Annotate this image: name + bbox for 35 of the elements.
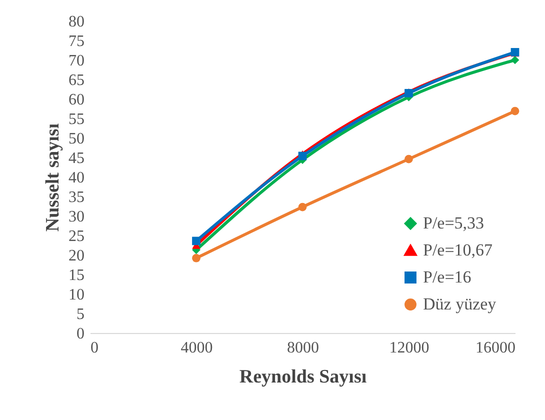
x-tick-label: 0 (90, 340, 98, 356)
legend-label: P/e=5,33 (423, 214, 484, 232)
y-tick-label: 70 (68, 52, 84, 70)
y-tick-label: 25 (68, 228, 84, 245)
y-axis-title: Nusselt sayısı (42, 123, 64, 232)
y-tick-label: 55 (68, 111, 84, 128)
y-tick-label: 60 (68, 92, 84, 108)
y-tick-label: 15 (68, 267, 84, 284)
point (298, 202, 307, 212)
y-tick-label: 10 (68, 286, 84, 304)
y-tick-label: 65 (68, 72, 84, 89)
y-tick-label: 40 (68, 170, 84, 186)
x-tick-label: 8000 (287, 340, 319, 356)
y-tick-label: 0 (76, 326, 84, 342)
y-tick-label: 20 (68, 248, 84, 264)
y-tick-label: 30 (68, 208, 84, 226)
legend-label: Düz yüzey (423, 294, 497, 314)
y-tick-label: 80 (68, 14, 84, 30)
legend-label: P/e=10,67 (423, 240, 494, 260)
point (192, 254, 200, 262)
x-tick-label: 16000 (476, 340, 516, 356)
point (510, 106, 520, 116)
y-tick-label: 5 (76, 306, 84, 323)
y-tick-label: 50 (68, 130, 84, 148)
x-tick-label: 4000 (180, 340, 213, 356)
y-tick-label: 35 (68, 189, 84, 206)
x-axis-title: Reynolds Sayısı (239, 366, 367, 388)
y-tick-label: 45 (68, 150, 84, 167)
point (510, 56, 520, 64)
point (192, 236, 200, 246)
x-tick-label: 12000 (389, 340, 430, 356)
point (404, 154, 413, 164)
point (298, 152, 307, 160)
y-tick-label: 75 (68, 33, 84, 50)
legend-label: P/e=16 (423, 268, 472, 286)
